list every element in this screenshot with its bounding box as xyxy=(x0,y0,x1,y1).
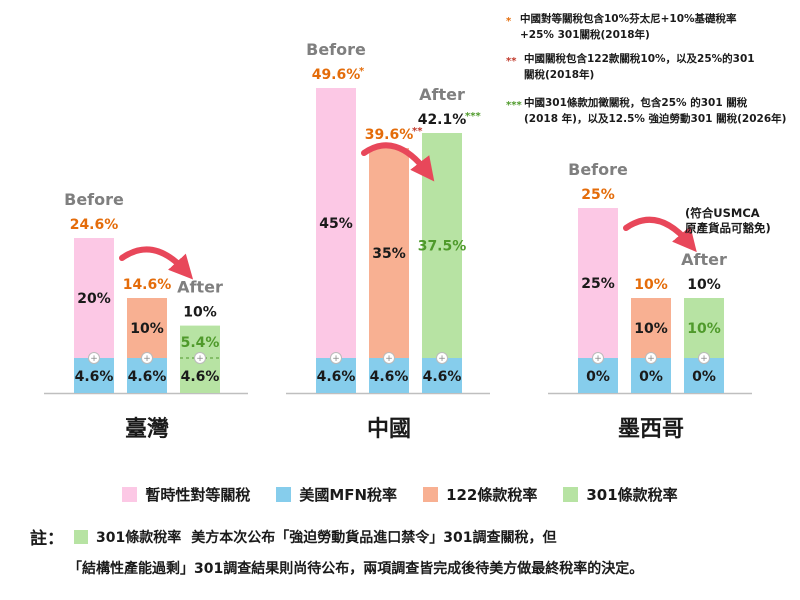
plus-icon xyxy=(88,352,100,364)
footnote-mark-1-1: ** xyxy=(412,126,423,137)
segment-label-base-1-2: 4.6% xyxy=(423,369,462,385)
bar-segment-reciprocal-1-0 xyxy=(316,88,356,358)
note-swatch xyxy=(74,529,88,544)
exemption-note-line-0: (符合USMCA xyxy=(685,206,760,220)
total-label-2-2: 10% xyxy=(687,277,721,293)
plus-icon-glyph: + xyxy=(332,354,340,364)
note-prefix: 註： xyxy=(30,529,64,549)
plus-icon-glyph: + xyxy=(385,354,393,364)
group-label-2: 墨西哥 xyxy=(618,417,684,442)
plus-icon-glyph: + xyxy=(647,354,655,364)
plus-icon-glyph: + xyxy=(143,354,151,364)
segment-label-top-0-0: 20% xyxy=(77,291,111,307)
total-label-0-2: 10% xyxy=(183,305,217,321)
stage-label-2-2: After xyxy=(681,250,727,269)
footnote-text-1-1: 關稅(2018年) xyxy=(524,68,594,81)
footnote-text-2-0: 中國301條款加徵關稅，包含25% 的301 關稅 xyxy=(524,96,748,109)
bar-segment-s122-2-1 xyxy=(631,298,671,358)
legend-label-s122: 122條款稅率 xyxy=(446,485,538,504)
footnote-text-2-1: (2018 年)，以及12.5% 強迫勞動301 關稅(2026年) xyxy=(524,112,786,125)
segment-label-base-2-0: 0% xyxy=(586,369,610,385)
legend-label-mfn: 美國MFN稅率 xyxy=(299,485,398,504)
footnote-text-1-0: 中國關稅包含122款關稅10%，以及25%的301 xyxy=(524,52,755,65)
footnote-mark-1-0: * xyxy=(359,66,365,77)
bar-segment-reciprocal-0-0 xyxy=(74,238,114,358)
plus-icon-glyph: + xyxy=(700,354,708,364)
total-label-1-2: 42.1% xyxy=(418,112,467,128)
plus-icon xyxy=(698,352,710,364)
footnote-mark-0: * xyxy=(506,16,512,27)
footnote-text-0-1: +25% 301關稅(2018年) xyxy=(520,28,650,41)
transition-arrow-0 xyxy=(119,246,194,280)
tariff-chart: +4.6% 20% 24.6% Before +4.6% 10% 14.6% +4.6% 5.4… xyxy=(44,12,786,442)
segment-label-top-0-2: 5.4% xyxy=(181,335,220,351)
legend-swatch-mfn xyxy=(276,486,292,502)
legend-item-mfn: 美國MFN稅率 xyxy=(276,484,397,505)
segment-label-top-2-2: 10% xyxy=(687,321,721,337)
legend-swatch-s301 xyxy=(563,486,579,502)
segment-label-top-1-0: 45% xyxy=(319,216,353,232)
total-label-2-0: 25% xyxy=(581,187,615,203)
group-label-0: 臺灣 xyxy=(125,417,169,442)
legend-swatch-reciprocal xyxy=(122,486,138,502)
stage-label-0-0: Before xyxy=(64,190,124,209)
plus-icon-glyph: + xyxy=(90,354,98,364)
segment-label-base-2-1: 0% xyxy=(639,369,663,385)
stage-label-1-0: Before xyxy=(306,40,366,59)
total-label-2-1: 10% xyxy=(634,277,668,293)
plus-icon-glyph: + xyxy=(438,354,446,364)
segment-label-top-2-0: 25% xyxy=(581,276,615,292)
plus-icon xyxy=(645,352,657,364)
legend-item-s122: 122條款稅率 xyxy=(423,484,537,505)
bar-segment-reciprocal-2-0 xyxy=(578,208,618,358)
note-text-1: 美方本次公布「強迫勞動貨品進口禁令」301調查關稅，但 xyxy=(191,529,557,546)
legend-item-s301: 301條款稅率 xyxy=(563,484,678,505)
bar-segment-s301-2-2 xyxy=(684,298,724,358)
stage-label-1-2: After xyxy=(419,85,465,104)
legend-label-s301: 301條款稅率 xyxy=(586,485,678,504)
footnote-mark-1: ** xyxy=(506,56,517,67)
segment-label-base-0-1: 4.6% xyxy=(128,369,167,385)
total-label-1-1: 39.6% xyxy=(365,127,414,143)
plus-icon xyxy=(141,352,153,364)
plus-icon-glyph: + xyxy=(196,354,204,364)
stage-label-2-0: Before xyxy=(568,160,628,179)
legend-swatch-s122 xyxy=(423,486,439,502)
segment-label-top-1-2: 37.5% xyxy=(418,239,467,255)
segment-label-top-2-1: 10% xyxy=(634,321,668,337)
segment-label-base-0-2: 4.6% xyxy=(181,369,220,385)
note-line-1: 註： 301條款稅率 美方本次公布「強迫勞動貨品進口禁令」301調查關稅，但 xyxy=(30,524,790,549)
footnote: 註： 301條款稅率 美方本次公布「強迫勞動貨品進口禁令」301調查關稅，但 「… xyxy=(30,524,790,578)
segment-label-top-0-1: 10% xyxy=(130,321,164,337)
exemption-note-line-1: 原產貨品可豁免) xyxy=(685,221,771,235)
plus-icon xyxy=(194,352,206,364)
footnote-text-0-0: 中國對等關稅包含10%芬太尼+10%基礎稅率 xyxy=(520,12,737,25)
segment-label-base-1-1: 4.6% xyxy=(370,369,409,385)
segment-label-base-0-0: 4.6% xyxy=(75,369,114,385)
segment-label-base-2-2: 0% xyxy=(692,369,716,385)
segment-label-base-1-0: 4.6% xyxy=(317,369,356,385)
plus-icon xyxy=(383,352,395,364)
footnote-mark-1-2: *** xyxy=(465,111,481,122)
total-label-1-0: 49.6% xyxy=(312,67,361,83)
bar-segment-s122-1-1 xyxy=(369,148,409,358)
bar-segment-s122-0-1 xyxy=(127,298,167,358)
total-label-0-1: 14.6% xyxy=(123,277,172,293)
stage-label-0-2: After xyxy=(177,278,223,297)
note-line-2: 「結構性產能過剩」301調查結果則尚待公布，兩項調查皆完成後待美方做最終稅率的決… xyxy=(68,561,644,577)
note-series-label: 301條款稅率 xyxy=(96,529,182,546)
group-label-1: 中國 xyxy=(367,417,411,442)
plus-icon-glyph: + xyxy=(594,354,602,364)
plus-icon xyxy=(436,352,448,364)
footnote-mark-2: *** xyxy=(506,100,522,111)
total-label-0-0: 24.6% xyxy=(70,217,119,233)
transition-arrow-1 xyxy=(361,142,435,182)
segment-label-top-1-1: 35% xyxy=(372,246,406,262)
plus-icon xyxy=(592,352,604,364)
transition-arrow-2 xyxy=(623,216,697,253)
legend: 暫時性對等關稅 美國MFN稅率 122條款稅率 301條款稅率 xyxy=(0,482,800,506)
legend-item-reciprocal: 暫時性對等關稅 xyxy=(122,484,250,505)
legend-label-reciprocal: 暫時性對等關稅 xyxy=(145,485,251,504)
plus-icon xyxy=(330,352,342,364)
